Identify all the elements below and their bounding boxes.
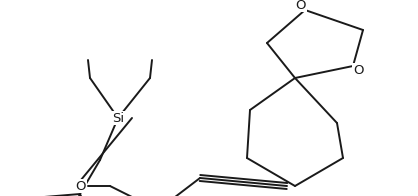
Text: O: O	[296, 0, 306, 12]
Text: Si: Si	[112, 112, 124, 124]
Text: O: O	[76, 180, 86, 192]
Text: O: O	[353, 64, 363, 76]
